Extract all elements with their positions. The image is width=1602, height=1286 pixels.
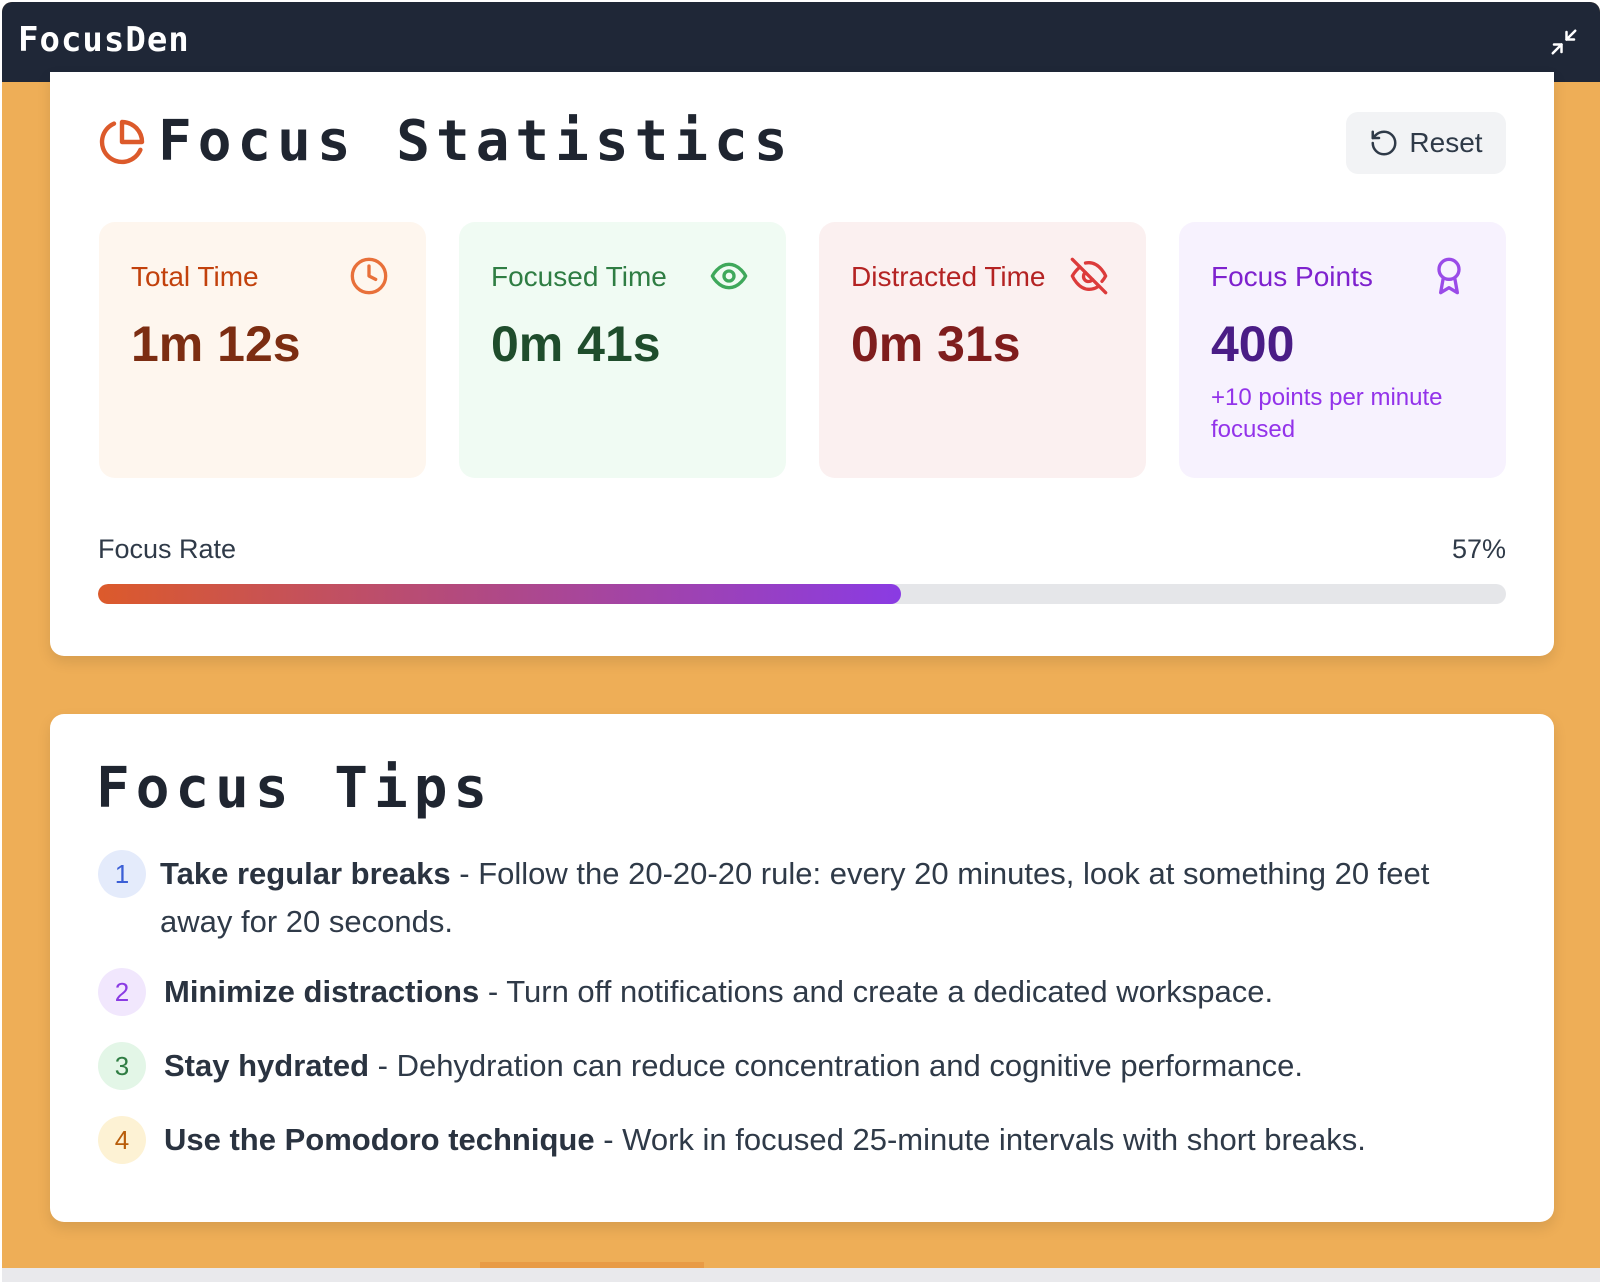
- stats-header: Focus Statistics: [98, 112, 793, 172]
- tip-heading: Stay hydrated: [164, 1048, 370, 1083]
- bottom-tab-indicator: [480, 1262, 704, 1270]
- tip-heading: Minimize distractions: [164, 974, 480, 1009]
- distracted-time-label: Distracted Time: [851, 261, 1046, 292]
- focus-rate-progress-fill: [98, 584, 901, 604]
- tips-title: Focus Tips: [96, 756, 494, 821]
- tip-number-badge: 3: [98, 1042, 146, 1090]
- distracted-time-card: Distracted Time 0m 31s: [819, 222, 1146, 478]
- clock-icon: [350, 257, 388, 295]
- tip-text: Take regular breaks - Follow the 20-20-2…: [160, 850, 1498, 946]
- focus-points-value: 400: [1211, 316, 1295, 372]
- stats-title: Focus Statistics: [158, 109, 794, 174]
- focus-points-note: +10 points per minute focused: [1211, 384, 1443, 443]
- pie-chart-icon: [99, 119, 145, 165]
- tip-heading: Use the Pomodoro technique: [164, 1122, 595, 1157]
- focus-rate-value: 57%: [1451, 534, 1506, 564]
- focus-points-card: Focus Points 400 +10 points per minute f…: [1179, 222, 1506, 478]
- total-time-label: Total Time: [131, 261, 259, 292]
- tip-number-badge: 2: [98, 968, 146, 1016]
- tip-number-badge: 4: [98, 1116, 146, 1164]
- eye-icon: [710, 262, 748, 290]
- tip-item: 1 Take regular breaks - Follow the 20-20…: [98, 850, 1498, 946]
- distracted-time-value: 0m 31s: [851, 316, 1021, 372]
- title-bar: FocusDen: [2, 2, 1600, 82]
- tip-body: - Follow the 20-20-20 rule: every 20 min…: [160, 856, 1430, 939]
- focused-time-value: 0m 41s: [491, 316, 661, 372]
- focus-rate-progress-bar: [98, 584, 1506, 604]
- focused-time-label: Focused Time: [491, 261, 667, 292]
- bottom-scroll-strip: [2, 1268, 1600, 1282]
- tip-item: 4 Use the Pomodoro technique - Work in f…: [98, 1116, 1498, 1164]
- minimize-arrows-icon: [1551, 29, 1577, 55]
- tip-text: Minimize distractions - Turn off notific…: [164, 968, 1273, 1016]
- focus-tips-card: Focus Tips 1 Take regular breaks - Follo…: [50, 714, 1554, 1222]
- reset-label: Reset: [1409, 127, 1483, 158]
- focus-statistics-card: Focus Statistics Reset Total Time 1m 12s…: [50, 72, 1554, 656]
- award-icon: [1437, 257, 1461, 295]
- focused-time-card: Focused Time 0m 41s: [459, 222, 786, 478]
- tip-body: - Dehydration can reduce concentration a…: [369, 1048, 1303, 1083]
- tip-item: 2 Minimize distractions - Turn off notif…: [98, 968, 1498, 1016]
- focus-rate-label: Focus Rate: [98, 534, 237, 564]
- tip-heading: Take regular breaks: [160, 856, 451, 891]
- tip-body: - Turn off notifications and create a de…: [479, 974, 1274, 1009]
- tip-body: - Work in focused 25-minute intervals wi…: [594, 1122, 1366, 1157]
- total-time-card: Total Time 1m 12s: [99, 222, 426, 478]
- reset-icon: [1371, 130, 1397, 156]
- tip-text: Stay hydrated - Dehydration can reduce c…: [164, 1042, 1303, 1090]
- total-time-value: 1m 12s: [131, 316, 301, 372]
- tip-item: 3 Stay hydrated - Dehydration can reduce…: [98, 1042, 1498, 1090]
- tip-number-badge: 1: [98, 850, 146, 898]
- app-title: FocusDen: [18, 20, 190, 60]
- focus-points-label: Focus Points: [1211, 261, 1373, 292]
- collapse-button[interactable]: [1546, 24, 1582, 60]
- tip-text: Use the Pomodoro technique - Work in foc…: [164, 1116, 1366, 1164]
- eye-off-icon: [1070, 257, 1108, 295]
- reset-button[interactable]: Reset: [1346, 112, 1506, 174]
